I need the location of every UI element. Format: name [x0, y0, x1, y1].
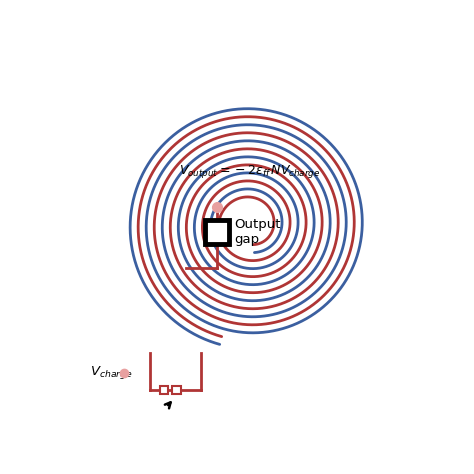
Bar	[160, 386, 168, 394]
Bar	[173, 386, 181, 394]
Text: $V_{output} = -2\varepsilon_{ff}\,NV_{charge}$: $V_{output} = -2\varepsilon_{ff}\,NV_{ch…	[180, 164, 321, 180]
Text: $V_{charge}$: $V_{charge}$	[90, 364, 132, 381]
Text: Output
gap: Output gap	[234, 218, 280, 246]
Bar	[205, 220, 229, 244]
